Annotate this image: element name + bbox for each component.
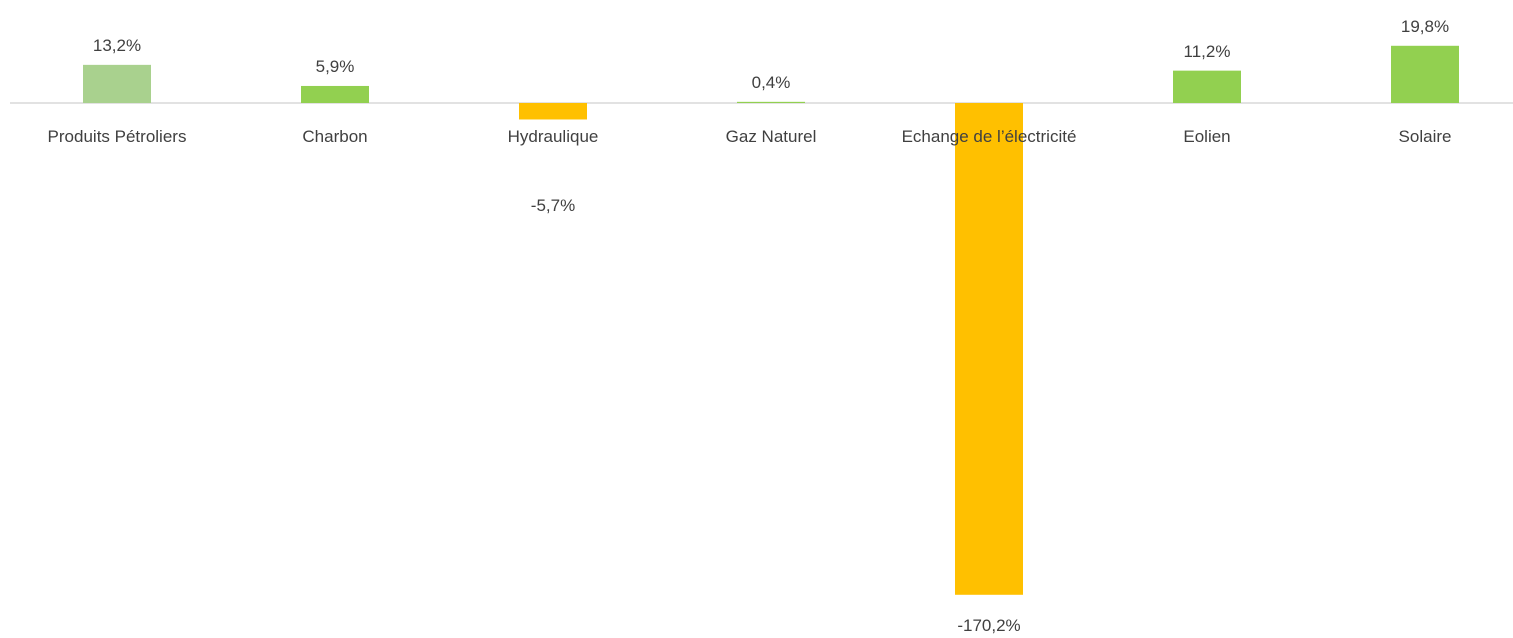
x-tick-label: Solaire — [1398, 127, 1452, 146]
bar — [1391, 45, 1459, 103]
bar — [737, 101, 805, 103]
x-tick-label: Gaz Naturel — [725, 127, 817, 146]
data-label: -170,2% — [957, 615, 1021, 635]
data-label: 11,2% — [1183, 41, 1231, 61]
x-tick-label: Echange de l’électricité — [901, 127, 1077, 146]
data-label: -5,7% — [530, 196, 576, 215]
data-label: 13,2% — [92, 35, 142, 55]
bar — [83, 64, 151, 103]
bar — [955, 103, 1023, 595]
data-label: 0,4% — [751, 72, 791, 92]
data-label: 5,9% — [315, 56, 355, 76]
bar — [301, 85, 369, 103]
bar — [1173, 70, 1241, 103]
x-tick-label: Hydraulique — [507, 127, 599, 146]
x-tick-label: Produits Pétroliers — [47, 127, 187, 146]
x-tick-label: Eolien — [1183, 127, 1231, 146]
x-tick-label: Charbon — [302, 127, 368, 146]
bar — [519, 103, 587, 120]
data-label: 19,8% — [1400, 16, 1450, 36]
